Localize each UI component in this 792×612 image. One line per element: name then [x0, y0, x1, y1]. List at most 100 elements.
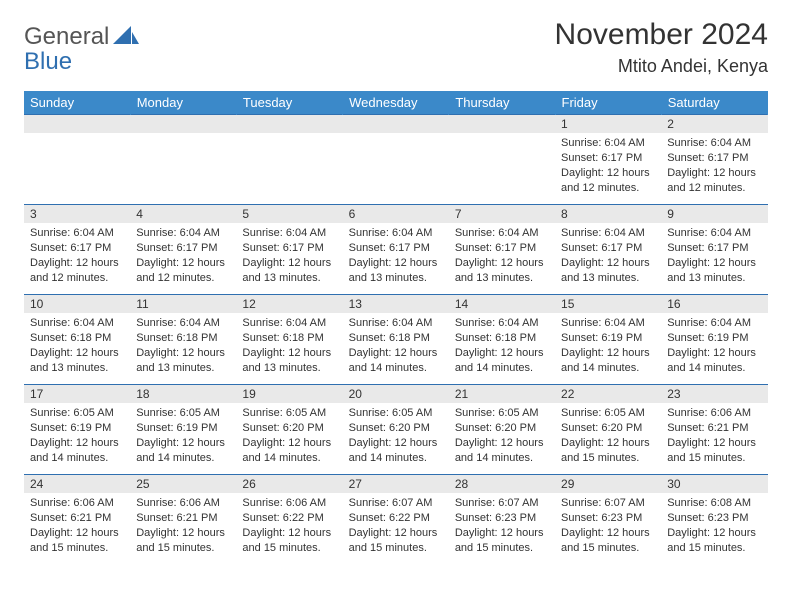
calendar-cell: 13Sunrise: 6:04 AMSunset: 6:18 PMDayligh…	[343, 295, 449, 385]
sunrise-line: Sunrise: 6:04 AM	[30, 226, 124, 241]
logo-text: General Blue	[24, 24, 109, 74]
day-detail: Sunrise: 6:06 AMSunset: 6:21 PMDaylight:…	[130, 493, 236, 558]
sunrise-line: Sunrise: 6:04 AM	[136, 226, 230, 241]
sunrise-line: Sunrise: 6:04 AM	[242, 316, 336, 331]
daylight-line: Daylight: 12 hours and 15 minutes.	[667, 436, 761, 466]
daylight-line: Daylight: 12 hours and 15 minutes.	[561, 526, 655, 556]
sunset-line: Sunset: 6:17 PM	[136, 241, 230, 256]
calendar-cell: 19Sunrise: 6:05 AMSunset: 6:20 PMDayligh…	[236, 385, 342, 475]
sunset-line: Sunset: 6:20 PM	[455, 421, 549, 436]
day-detail: Sunrise: 6:06 AMSunset: 6:21 PMDaylight:…	[24, 493, 130, 558]
sunrise-line: Sunrise: 6:04 AM	[561, 136, 655, 151]
day-detail: Sunrise: 6:05 AMSunset: 6:19 PMDaylight:…	[24, 403, 130, 468]
daylight-line: Daylight: 12 hours and 14 minutes.	[349, 436, 443, 466]
day-header: Friday	[555, 91, 661, 115]
calendar-cell: 1Sunrise: 6:04 AMSunset: 6:17 PMDaylight…	[555, 115, 661, 205]
daylight-line: Daylight: 12 hours and 14 minutes.	[667, 346, 761, 376]
sunrise-line: Sunrise: 6:06 AM	[242, 496, 336, 511]
day-detail: Sunrise: 6:05 AMSunset: 6:20 PMDaylight:…	[555, 403, 661, 468]
calendar-cell	[236, 115, 342, 205]
calendar-cell: 2Sunrise: 6:04 AMSunset: 6:17 PMDaylight…	[661, 115, 767, 205]
sunset-line: Sunset: 6:17 PM	[242, 241, 336, 256]
daylight-line: Daylight: 12 hours and 14 minutes.	[136, 436, 230, 466]
daylight-line: Daylight: 12 hours and 12 minutes.	[136, 256, 230, 286]
day-detail: Sunrise: 6:07 AMSunset: 6:23 PMDaylight:…	[555, 493, 661, 558]
sunset-line: Sunset: 6:17 PM	[561, 241, 655, 256]
day-detail: Sunrise: 6:05 AMSunset: 6:20 PMDaylight:…	[236, 403, 342, 468]
day-header: Thursday	[449, 91, 555, 115]
day-number: 11	[130, 295, 236, 313]
sunrise-line: Sunrise: 6:05 AM	[30, 406, 124, 421]
day-detail: Sunrise: 6:04 AMSunset: 6:17 PMDaylight:…	[555, 223, 661, 288]
calendar-cell: 8Sunrise: 6:04 AMSunset: 6:17 PMDaylight…	[555, 205, 661, 295]
daylight-line: Daylight: 12 hours and 14 minutes.	[242, 436, 336, 466]
title-location: Mtito Andei, Kenya	[555, 56, 768, 77]
title-block: November 2024 Mtito Andei, Kenya	[555, 18, 768, 77]
calendar-cell: 6Sunrise: 6:04 AMSunset: 6:17 PMDaylight…	[343, 205, 449, 295]
day-detail: Sunrise: 6:04 AMSunset: 6:18 PMDaylight:…	[449, 313, 555, 378]
sunset-line: Sunset: 6:23 PM	[455, 511, 549, 526]
day-detail: Sunrise: 6:04 AMSunset: 6:17 PMDaylight:…	[24, 223, 130, 288]
sunrise-line: Sunrise: 6:05 AM	[455, 406, 549, 421]
sunset-line: Sunset: 6:18 PM	[349, 331, 443, 346]
calendar-week: 17Sunrise: 6:05 AMSunset: 6:19 PMDayligh…	[24, 385, 768, 475]
sunrise-line: Sunrise: 6:04 AM	[349, 226, 443, 241]
sunset-line: Sunset: 6:20 PM	[561, 421, 655, 436]
day-number: 23	[661, 385, 767, 403]
calendar-cell: 4Sunrise: 6:04 AMSunset: 6:17 PMDaylight…	[130, 205, 236, 295]
day-number: 6	[343, 205, 449, 223]
daylight-line: Daylight: 12 hours and 13 minutes.	[30, 346, 124, 376]
daylight-line: Daylight: 12 hours and 13 minutes.	[561, 256, 655, 286]
sunrise-line: Sunrise: 6:06 AM	[667, 406, 761, 421]
logo-sail-icon	[113, 26, 139, 53]
sunset-line: Sunset: 6:19 PM	[30, 421, 124, 436]
day-detail: Sunrise: 6:04 AMSunset: 6:18 PMDaylight:…	[24, 313, 130, 378]
day-number: 29	[555, 475, 661, 493]
daylight-line: Daylight: 12 hours and 14 minutes.	[30, 436, 124, 466]
calendar-cell	[130, 115, 236, 205]
sunset-line: Sunset: 6:19 PM	[667, 331, 761, 346]
sunrise-line: Sunrise: 6:04 AM	[349, 316, 443, 331]
daylight-line: Daylight: 12 hours and 13 minutes.	[136, 346, 230, 376]
daylight-line: Daylight: 12 hours and 15 minutes.	[349, 526, 443, 556]
sunrise-line: Sunrise: 6:07 AM	[349, 496, 443, 511]
calendar-cell: 27Sunrise: 6:07 AMSunset: 6:22 PMDayligh…	[343, 475, 449, 565]
sunset-line: Sunset: 6:17 PM	[455, 241, 549, 256]
day-number: 12	[236, 295, 342, 313]
daylight-line: Daylight: 12 hours and 14 minutes.	[455, 436, 549, 466]
sunset-line: Sunset: 6:17 PM	[667, 151, 761, 166]
sunrise-line: Sunrise: 6:04 AM	[242, 226, 336, 241]
calendar-week: 3Sunrise: 6:04 AMSunset: 6:17 PMDaylight…	[24, 205, 768, 295]
logo-word1: General	[24, 23, 109, 50]
daylight-line: Daylight: 12 hours and 14 minutes.	[455, 346, 549, 376]
day-detail: Sunrise: 6:04 AMSunset: 6:19 PMDaylight:…	[661, 313, 767, 378]
day-detail: Sunrise: 6:04 AMSunset: 6:17 PMDaylight:…	[130, 223, 236, 288]
day-detail: Sunrise: 6:04 AMSunset: 6:18 PMDaylight:…	[236, 313, 342, 378]
calendar-cell	[343, 115, 449, 205]
sunset-line: Sunset: 6:21 PM	[136, 511, 230, 526]
day-detail: Sunrise: 6:05 AMSunset: 6:19 PMDaylight:…	[130, 403, 236, 468]
sunrise-line: Sunrise: 6:06 AM	[136, 496, 230, 511]
sunrise-line: Sunrise: 6:04 AM	[667, 136, 761, 151]
sunrise-line: Sunrise: 6:07 AM	[561, 496, 655, 511]
sunset-line: Sunset: 6:20 PM	[349, 421, 443, 436]
day-number: 21	[449, 385, 555, 403]
sunset-line: Sunset: 6:18 PM	[242, 331, 336, 346]
day-detail: Sunrise: 6:05 AMSunset: 6:20 PMDaylight:…	[343, 403, 449, 468]
sunrise-line: Sunrise: 6:05 AM	[561, 406, 655, 421]
daylight-line: Daylight: 12 hours and 12 minutes.	[667, 166, 761, 196]
sunset-line: Sunset: 6:22 PM	[349, 511, 443, 526]
day-header: Tuesday	[236, 91, 342, 115]
daylight-line: Daylight: 12 hours and 13 minutes.	[242, 346, 336, 376]
day-detail: Sunrise: 6:05 AMSunset: 6:20 PMDaylight:…	[449, 403, 555, 468]
calendar-cell: 17Sunrise: 6:05 AMSunset: 6:19 PMDayligh…	[24, 385, 130, 475]
daylight-line: Daylight: 12 hours and 15 minutes.	[136, 526, 230, 556]
daylight-line: Daylight: 12 hours and 14 minutes.	[561, 346, 655, 376]
daylight-line: Daylight: 12 hours and 15 minutes.	[455, 526, 549, 556]
daylight-line: Daylight: 12 hours and 13 minutes.	[242, 256, 336, 286]
calendar-cell: 20Sunrise: 6:05 AMSunset: 6:20 PMDayligh…	[343, 385, 449, 475]
day-number: 26	[236, 475, 342, 493]
calendar-cell: 24Sunrise: 6:06 AMSunset: 6:21 PMDayligh…	[24, 475, 130, 565]
day-detail: Sunrise: 6:08 AMSunset: 6:23 PMDaylight:…	[661, 493, 767, 558]
sunrise-line: Sunrise: 6:04 AM	[667, 226, 761, 241]
